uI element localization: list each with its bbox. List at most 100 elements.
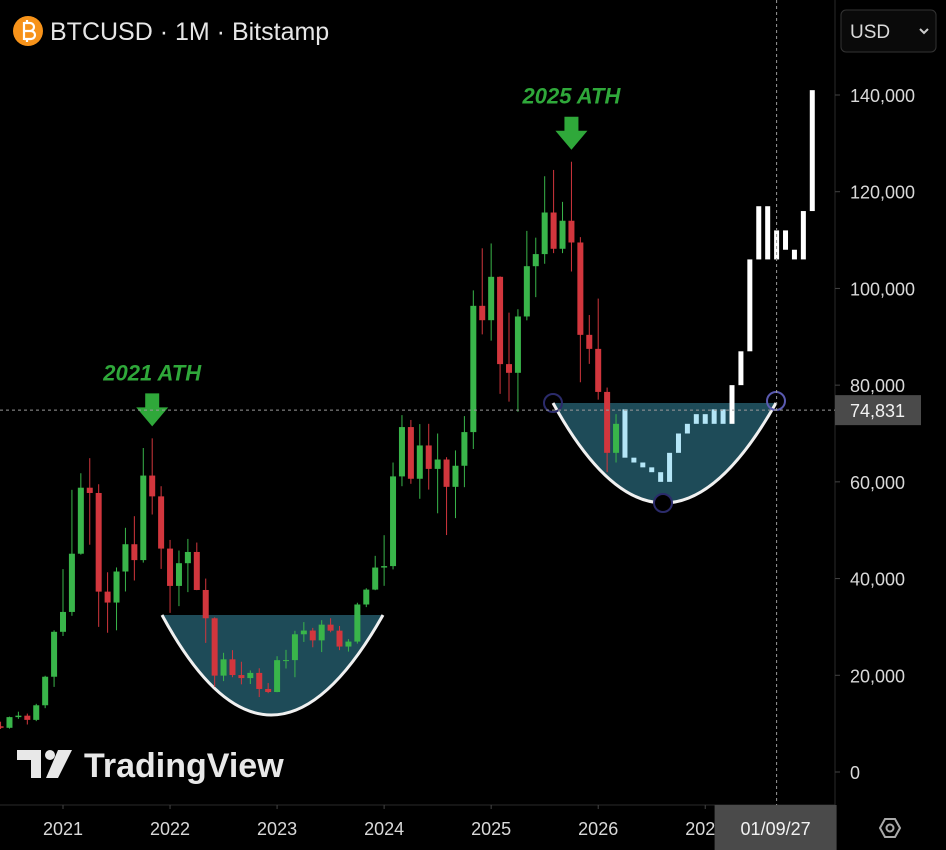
y-tick-label: 120,000: [850, 183, 915, 203]
candle-body: [506, 364, 512, 373]
projection-bar: [631, 457, 637, 463]
candle-body: [51, 631, 58, 677]
x-tick-label: 2026: [578, 819, 618, 839]
candle-body: [122, 544, 129, 572]
candle-body: [291, 634, 298, 661]
y-tick-label: 40,000: [850, 570, 905, 590]
projection-bar: [729, 385, 735, 424]
candle-body: [15, 715, 22, 718]
candle-body: [211, 618, 218, 676]
settings-icon-center: [885, 823, 895, 833]
annotation-text: 2021 ATH: [102, 360, 202, 385]
candle-body: [497, 276, 504, 365]
annotation-arrow: [555, 116, 588, 150]
projection-bar: [640, 462, 646, 468]
candle-body: [390, 476, 397, 567]
currency-dropdown[interactable]: [840, 9, 937, 53]
projection-bar: [702, 414, 708, 424]
candle-body: [407, 427, 414, 479]
candle-body: [202, 589, 209, 619]
x-tick-label: 2025: [471, 819, 511, 839]
candle-body: [309, 630, 316, 641]
candle-body: [6, 717, 13, 728]
price-label-box: [835, 395, 921, 426]
candle-body: [372, 567, 379, 590]
projection-bar: [809, 90, 815, 212]
candle-body: [425, 445, 432, 469]
anchor-point: [543, 393, 563, 413]
y-tick-label: 140,000: [850, 86, 915, 106]
tradingview-logo: [17, 750, 72, 778]
candle-body: [229, 659, 236, 676]
candle-body: [345, 641, 352, 647]
crosshair-label-box: [714, 805, 837, 850]
candle-body: [416, 445, 423, 479]
bitcoin-glyph: [22, 20, 37, 42]
candle-body: [104, 591, 111, 603]
candle-body: [452, 465, 459, 487]
candle-body: [336, 630, 343, 647]
projection-bar: [738, 351, 744, 386]
watermark: TradingView: [84, 747, 284, 785]
y-tick-label: 0: [850, 763, 860, 783]
candle-body: [354, 604, 361, 642]
candle-body: [193, 551, 200, 590]
candle-body: [470, 305, 477, 433]
anchor-point: [653, 493, 673, 513]
dropdown-chevron: [919, 28, 929, 35]
crosshair-label: 01/09/27: [741, 819, 811, 839]
candle-body: [398, 427, 405, 477]
candle-body: [550, 212, 557, 249]
candle-body: [265, 688, 272, 693]
projection-bar: [711, 409, 717, 424]
x-tick-label: 2024: [364, 819, 404, 839]
candle-body: [461, 432, 468, 466]
price-label: 74,831: [850, 401, 905, 421]
plot-area: [0, 90, 815, 729]
candle-body: [184, 551, 191, 564]
candle-body: [95, 492, 102, 592]
projection-bar: [693, 414, 699, 424]
candle-body: [577, 242, 584, 335]
candle-body: [523, 266, 530, 317]
candle-body: [327, 624, 334, 631]
candle-body: [68, 553, 75, 612]
candle-body: [541, 212, 548, 255]
logo-shape: [45, 750, 55, 760]
cup-curve: [160, 614, 385, 717]
candle-body: [238, 675, 245, 679]
candle-body: [381, 566, 388, 568]
candle-body: [586, 334, 593, 349]
x-tick-label: 2022: [150, 819, 190, 839]
candle-body: [613, 423, 620, 453]
candle-body: [488, 276, 495, 321]
projection-bar: [747, 259, 753, 352]
y-tick-label: 80,000: [850, 376, 905, 396]
projection-bar: [649, 467, 655, 473]
projection-bar: [622, 409, 628, 458]
settings-icon[interactable]: [878, 818, 902, 838]
candle-body: [42, 676, 49, 706]
candle-body: [33, 705, 40, 720]
logo-shape: [46, 750, 72, 778]
candle-body: [318, 624, 325, 641]
candle-body: [434, 459, 441, 469]
candle-body: [256, 672, 263, 689]
candle-body: [0, 726, 4, 728]
currency-label: USD: [850, 22, 890, 43]
candle-body: [167, 548, 174, 586]
candle-body: [532, 254, 539, 267]
candle-body: [158, 496, 165, 549]
candle-body: [514, 316, 521, 373]
chart-title: BTCUSD · 1M · Bitstamp: [50, 18, 329, 46]
candle-body: [113, 571, 120, 603]
y-tick-label: 100,000: [850, 279, 915, 299]
candle-body: [140, 475, 147, 561]
candle-body: [604, 391, 611, 453]
projection-bar: [684, 423, 690, 434]
candle-body: [60, 611, 66, 632]
projection-bar: [756, 206, 762, 260]
candle-body: [363, 589, 370, 605]
projection-bar: [774, 230, 780, 260]
